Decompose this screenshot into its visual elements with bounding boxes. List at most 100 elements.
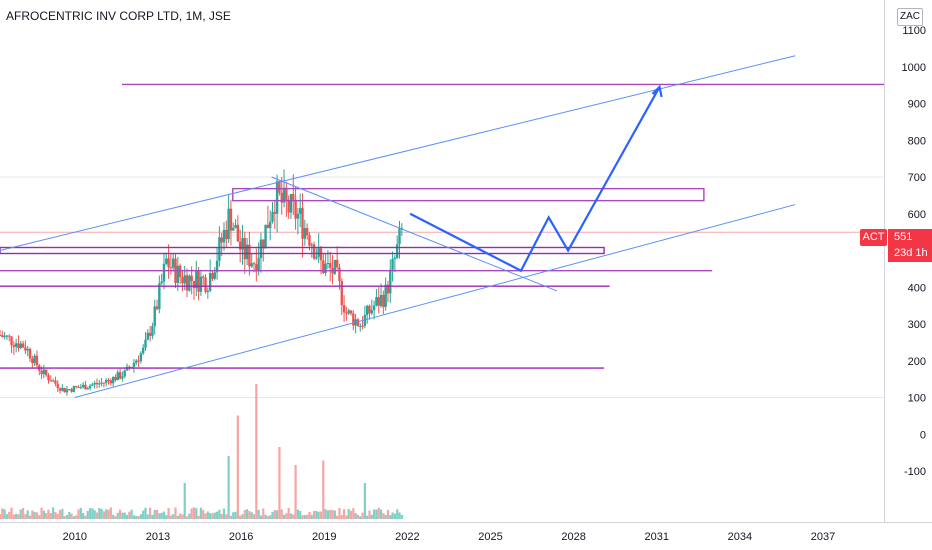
candle-body xyxy=(188,275,191,291)
candle-body xyxy=(236,224,240,242)
volume-bar xyxy=(54,512,57,519)
volume-bar xyxy=(38,515,41,519)
candle-body xyxy=(303,228,307,239)
chart-title: AFROCENTRIC INV CORP LTD, 1M, JSE xyxy=(6,9,231,23)
candle-body xyxy=(289,193,293,213)
volume-bar xyxy=(333,510,336,519)
time-tick-label: 2028 xyxy=(561,531,585,543)
candle-body xyxy=(44,369,48,376)
volume-bar xyxy=(17,514,20,519)
volume-bar xyxy=(86,510,89,519)
volume-bar xyxy=(3,509,6,519)
volume-bar xyxy=(123,512,126,519)
candle-body xyxy=(315,256,318,259)
time-tick-label: 2025 xyxy=(478,531,502,543)
candle-body xyxy=(10,336,13,346)
candle-body xyxy=(33,355,36,364)
candle-body xyxy=(255,264,258,272)
candle-body xyxy=(116,372,119,381)
volume-bar xyxy=(192,507,196,519)
candle-body xyxy=(243,237,246,260)
volume-bar xyxy=(19,509,22,519)
price-tick-label: 700 xyxy=(908,172,926,184)
volume-bar xyxy=(5,514,9,519)
candle-body xyxy=(232,227,235,231)
candle-body xyxy=(238,241,242,250)
candle-body xyxy=(5,335,9,337)
projection-line xyxy=(409,86,661,273)
candle-body xyxy=(51,380,55,382)
volume-bar xyxy=(139,514,142,519)
candle-body xyxy=(102,382,106,384)
volume-bar xyxy=(391,512,394,519)
trendlines xyxy=(0,55,796,398)
channel-upper-line xyxy=(0,55,796,251)
candle-body xyxy=(308,235,311,246)
candle-body xyxy=(0,335,2,337)
volume-bar xyxy=(324,509,327,519)
volume-bar xyxy=(35,512,39,519)
volume-bar xyxy=(158,513,161,519)
time-tick-label: 2031 xyxy=(645,531,669,543)
candle-body xyxy=(3,335,6,337)
candle-body xyxy=(375,297,378,306)
volume-bar xyxy=(340,515,343,519)
volume-bar xyxy=(160,512,163,519)
candle-body xyxy=(296,213,300,219)
volume-bar xyxy=(183,483,186,519)
volume-bar xyxy=(347,508,350,519)
candle-body xyxy=(225,229,228,240)
volume-bar xyxy=(88,508,92,519)
volume-bar xyxy=(393,513,396,519)
candle-body xyxy=(1,335,4,337)
volume-bar xyxy=(259,515,263,519)
volume-bar xyxy=(24,514,27,519)
volume-bar xyxy=(58,510,62,519)
candle-body xyxy=(377,297,380,306)
candle-body xyxy=(49,380,53,382)
candle-body xyxy=(301,208,304,239)
volume-bar xyxy=(303,514,306,519)
candle-body xyxy=(345,312,348,314)
candle-body xyxy=(158,283,161,310)
horizontal-levels xyxy=(0,83,884,369)
volume-bar xyxy=(398,512,401,519)
volume-bar xyxy=(299,510,302,519)
volume-bar xyxy=(257,509,260,519)
candle-body xyxy=(266,224,270,229)
candle-body xyxy=(250,263,253,267)
candle-body xyxy=(391,259,394,270)
candle-body xyxy=(211,273,214,279)
volume-bar xyxy=(28,515,32,519)
candle-body xyxy=(68,389,71,391)
time-axis[interactable]: 2010 2013 2016 2019 2022 2025 2028 2031 2034 2037 xyxy=(63,531,836,543)
candle-body xyxy=(155,306,159,310)
candle-body xyxy=(229,208,233,231)
candle-body xyxy=(389,269,392,294)
candle-body xyxy=(26,348,29,351)
candle-body xyxy=(91,384,94,386)
time-tick-label: 2037 xyxy=(811,531,835,543)
volume-bar xyxy=(306,514,309,519)
volume-bar xyxy=(370,514,373,519)
candle-body xyxy=(324,263,327,273)
level-band xyxy=(0,246,605,255)
volume-bar xyxy=(245,509,249,519)
candle-body xyxy=(118,372,122,379)
volume-bar xyxy=(211,513,214,519)
candle-body xyxy=(167,258,170,268)
candle-body xyxy=(88,385,92,389)
volume-bar xyxy=(68,511,71,519)
volume-bar xyxy=(130,509,133,519)
candle-body xyxy=(195,271,198,289)
volume-bar xyxy=(75,515,78,519)
volume-bar xyxy=(250,512,253,519)
price-tick-label: 300 xyxy=(908,319,926,331)
volume-bar xyxy=(312,510,316,519)
volume-bar xyxy=(116,512,119,519)
volume-bar xyxy=(188,513,191,519)
currency-button[interactable]: ZAC xyxy=(897,8,923,26)
price-tick-label: 0 xyxy=(920,429,926,441)
candle-body xyxy=(109,380,113,384)
